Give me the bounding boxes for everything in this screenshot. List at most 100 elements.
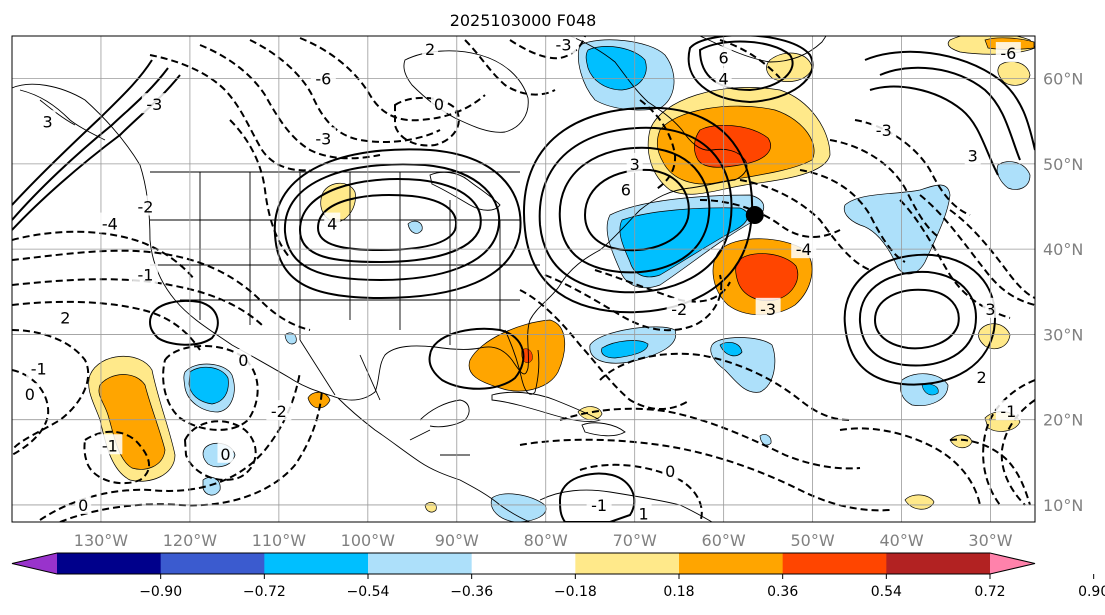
positive-anomaly-region (468, 319, 566, 392)
colorbar-segment (679, 553, 784, 574)
contour-label: -3 (146, 95, 162, 114)
great-lakes-outline (429, 171, 501, 211)
colorbar-tick-label: −0.72 (243, 584, 286, 600)
colorbar-outline (11, 552, 1036, 575)
contour-label-halo (132, 195, 158, 216)
negative-contour (199, 44, 381, 160)
longitude-label: 70°W (613, 531, 657, 550)
negative-contour (12, 278, 263, 326)
contour-label: -4 (796, 240, 812, 259)
contour-label: -1 (1000, 402, 1016, 421)
contour-label: 0 (220, 445, 230, 464)
contour-label-halo (21, 383, 38, 404)
contour-label: 0 (434, 95, 444, 114)
positive-contour (698, 40, 794, 92)
colorbar-tick-label: −0.18 (554, 584, 597, 600)
contour-label: 0 (25, 385, 35, 404)
contour-label: 1 (638, 504, 648, 523)
colorbar-segment (264, 553, 369, 574)
positive-anomaly-region (307, 391, 331, 409)
negative-contour (739, 179, 871, 271)
contour-label-halo (626, 152, 643, 173)
longitude-label: 120°W (163, 531, 218, 550)
negative-contour (394, 96, 460, 147)
longitude-label: 100°W (341, 531, 396, 550)
positive-contour (298, 178, 482, 264)
negative-contour (579, 463, 703, 522)
contour-label: -4 (102, 215, 118, 234)
negative-anomaly-region (619, 207, 748, 278)
contour-label-halo (715, 67, 732, 88)
contour-label: -2 (671, 300, 687, 319)
longitude-label: 30°W (968, 531, 1012, 550)
colorbar-high-extension (990, 553, 1035, 574)
negative-contour (229, 119, 291, 259)
positive-anomaly-region (577, 406, 603, 421)
latitude-label: 30°N (1043, 325, 1083, 344)
contour-label: 0 (78, 496, 88, 515)
latitude-labels: 60°N 50°N 40°N 30°N 20°N 10°N (1043, 70, 1083, 515)
negative-anomaly-region (843, 184, 951, 275)
contour-label: -1 (591, 496, 607, 515)
contour-label-halo (964, 144, 981, 165)
colorbar-segment (57, 553, 162, 574)
contour-label: -3 (760, 300, 776, 319)
contour-label: -1 (31, 360, 47, 379)
negative-contour (12, 369, 50, 456)
negative-contour (919, 194, 1035, 306)
contour-label-halo (586, 493, 612, 514)
contour-label: 0 (665, 462, 675, 481)
negative-contour (249, 39, 441, 143)
contour-label: 3 (630, 155, 640, 174)
contour-label-halo (141, 93, 167, 114)
hudson-bay-coastline (403, 50, 529, 133)
map-panel: 2 -3 6 4 -6 -3 3 -6 0 -3 4 3 6 -3 3 -2 -4 2 -1 0 -1 0 -1 0 0 -2 -3… (12, 36, 1035, 523)
contour-label-halo (617, 178, 634, 199)
negative-anomaly-region (759, 434, 772, 446)
hispaniola-coastline (581, 422, 626, 437)
positive-contour (558, 472, 636, 522)
alaska-islands (19, 89, 106, 141)
location-marker (745, 206, 764, 225)
central-america-coastline (337, 397, 531, 522)
colorbar-tick-label: −0.90 (139, 584, 182, 600)
negative-contour (162, 344, 259, 431)
colorbar-tick-label: −0.54 (347, 584, 390, 600)
contour-label: -6 (315, 70, 331, 89)
colorbar-tick-label: 0.36 (767, 584, 798, 600)
negative-contour (839, 427, 981, 506)
contour-label: -3 (315, 129, 331, 148)
shaded-anomaly-field (88, 36, 1035, 522)
negative-contour (719, 39, 781, 79)
negative-anomaly-region (719, 342, 743, 357)
negative-contour (1000, 399, 1035, 506)
contour-label-halo (666, 297, 692, 318)
colorbar-segment (471, 553, 576, 574)
colorbar-tick-label: 0.72 (974, 584, 1005, 600)
positive-contour (879, 66, 1021, 161)
negative-contour (899, 199, 1011, 319)
longitude-label: 90°W (435, 531, 479, 550)
longitude-label: 130°W (74, 531, 129, 550)
negative-contour (509, 36, 586, 60)
longitude-label: 60°W (702, 531, 746, 550)
positive-contour (12, 67, 169, 221)
contour-label: 0 (238, 351, 248, 370)
negative-anomaly-region (490, 493, 547, 522)
contour-label: 6 (719, 48, 729, 67)
negative-contour (799, 169, 906, 263)
positive-contour (148, 299, 219, 346)
positive-contour (843, 253, 996, 386)
contour-label: 3 (985, 300, 995, 319)
colorbar-segment (782, 553, 887, 574)
negative-contour (949, 209, 1035, 299)
florida-coastline (504, 329, 540, 395)
negative-contour (12, 329, 90, 451)
contour-label: 3 (42, 112, 52, 131)
south-america-coastline (539, 489, 713, 522)
contour-lines (12, 36, 1035, 522)
negative-contour (982, 379, 1035, 506)
yucatan-coastline (419, 399, 470, 428)
positive-contour (428, 327, 525, 390)
